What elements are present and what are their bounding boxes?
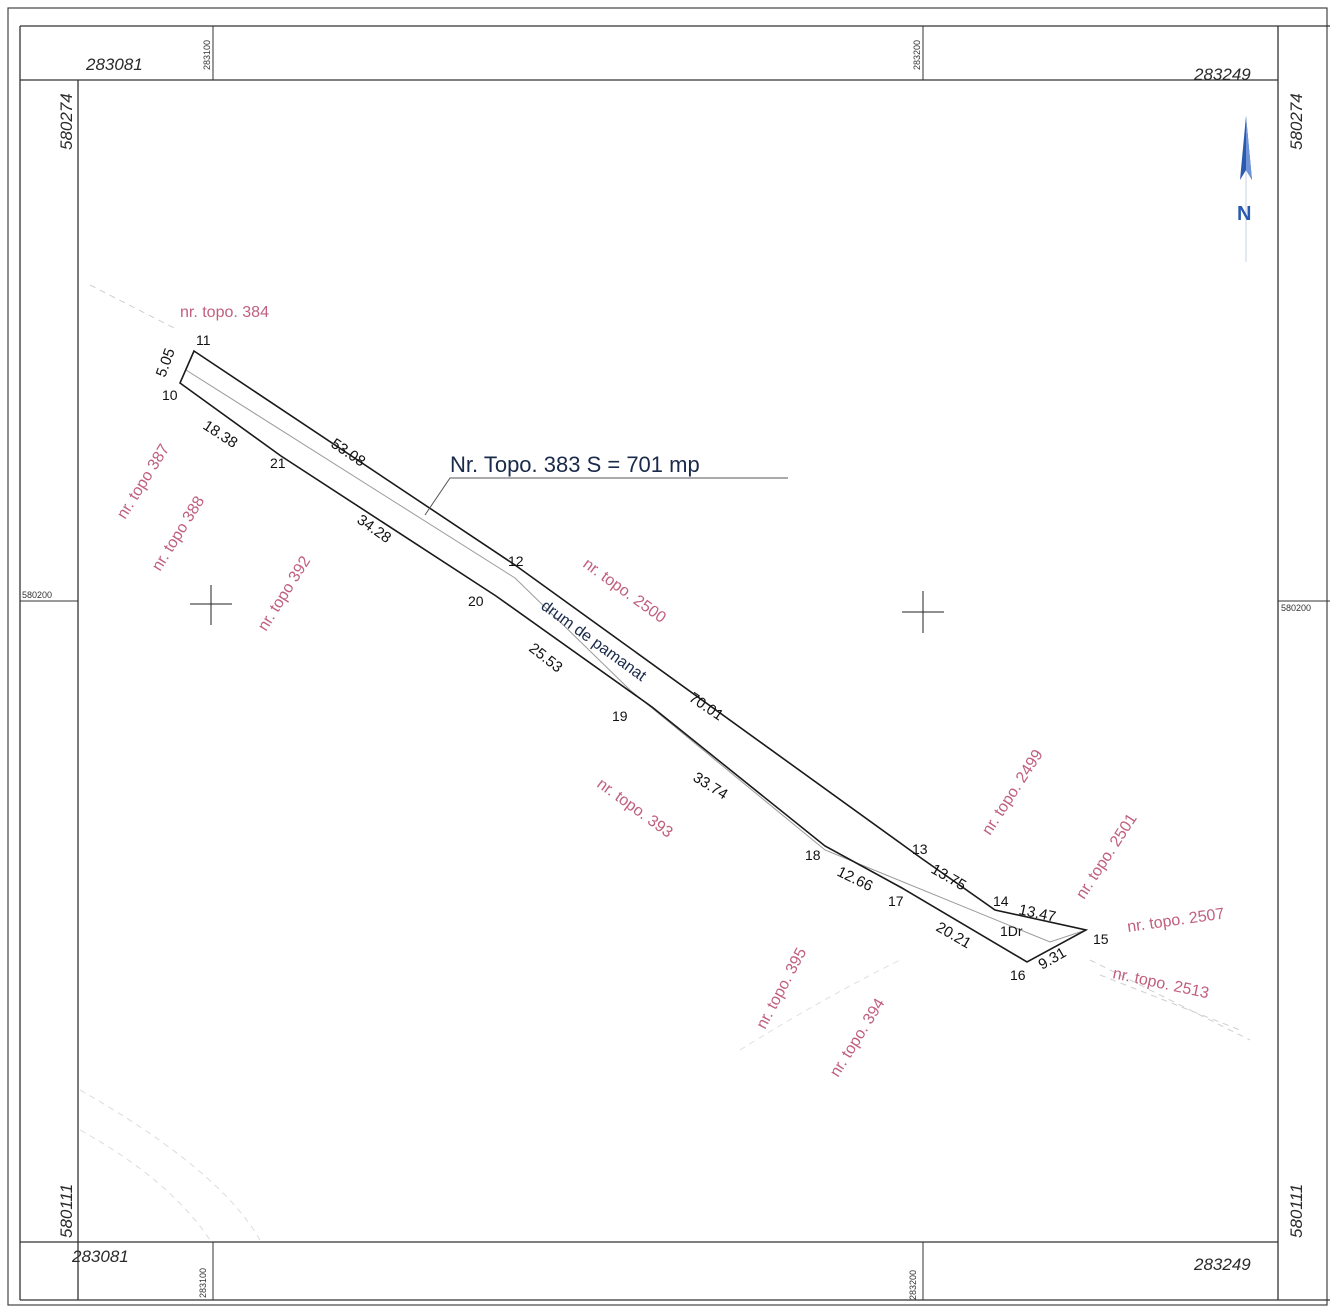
coord-y-bottom-left: 580111 xyxy=(57,1184,76,1238)
tick-label-y200-left: 580200 xyxy=(22,590,52,600)
point-labels: 10 11 12 13 14 15 16 17 18 19 20 21 xyxy=(162,332,1109,983)
neighbor-2500: nr. topo. 2500 xyxy=(580,555,669,626)
neighbor-393: nr. topo. 393 xyxy=(594,775,676,841)
distance-15-16: 9.31 xyxy=(1036,944,1070,973)
neighbor-394: nr. topo. 394 xyxy=(827,996,889,1081)
map-frame xyxy=(19,25,1330,1301)
north-label: N xyxy=(1237,203,1251,225)
tick-label-x100-bottom: 283100 xyxy=(198,1268,208,1298)
distance-14-15: 13.47 xyxy=(1017,901,1057,925)
coord-x-right-bottom: 283249 xyxy=(1193,1255,1251,1274)
distance-10-11: 5.05 xyxy=(153,346,179,379)
point-10: 10 xyxy=(162,387,178,403)
tick-label-x200-top: 283200 xyxy=(912,40,922,70)
distance-16-17: 20.21 xyxy=(933,919,974,952)
tick-label-x200-bottom: 283200 xyxy=(908,1270,918,1300)
distance-18-19: 33.74 xyxy=(690,769,731,803)
neighbor-395: nr. topo. 395 xyxy=(754,945,811,1032)
point-21: 21 xyxy=(270,455,286,471)
parcel-boundary xyxy=(179,349,1089,963)
tick-label-y200-right: 580200 xyxy=(1281,603,1311,613)
coord-x-left-top: 283081 xyxy=(85,55,143,74)
page-border xyxy=(7,7,1328,1306)
neighbor-388: nr. topo 388 xyxy=(149,493,208,574)
neighbor-2507: nr. topo. 2507 xyxy=(1126,905,1225,935)
neighbor-2499: nr. topo. 2499 xyxy=(979,747,1047,838)
tick-label-x100-top: 283100 xyxy=(202,40,212,70)
subparcel-label: 1Dr xyxy=(1000,923,1023,939)
distance-11-12: 53.08 xyxy=(328,435,369,470)
coord-x-right-top: 283249 xyxy=(1193,65,1251,84)
neighbor-2501: nr. topo. 2501 xyxy=(1073,811,1141,902)
coord-x-left-bottom: 283081 xyxy=(71,1247,129,1266)
point-18: 18 xyxy=(805,847,821,863)
point-13: 13 xyxy=(912,841,928,857)
point-15: 15 xyxy=(1093,931,1109,947)
grid-cross-right xyxy=(902,591,944,633)
grid-cross-left xyxy=(190,585,232,625)
road-centerline xyxy=(185,369,1087,943)
distance-19-20: 25.53 xyxy=(526,640,566,677)
distance-13-14: 13.75 xyxy=(928,861,969,894)
north-arrow-icon: N xyxy=(1237,116,1252,262)
parcel-title: Nr. Topo. 383 S = 701 mp xyxy=(450,452,700,477)
title-leader-line xyxy=(424,477,788,516)
point-11: 11 xyxy=(196,332,211,348)
coord-y-bottom-right: 580111 xyxy=(1287,1184,1306,1238)
neighbor-384: nr. topo. 384 xyxy=(180,304,269,321)
coord-y-top-left: 580274 xyxy=(57,93,76,150)
point-16: 16 xyxy=(1010,967,1026,983)
neighbor-2513: nr. topo. 2513 xyxy=(1111,965,1210,1002)
frame-ticks xyxy=(20,26,1330,1300)
background-traces xyxy=(79,284,1251,1241)
point-12: 12 xyxy=(508,553,524,569)
point-20: 20 xyxy=(468,593,484,609)
point-14: 14 xyxy=(993,893,1009,909)
point-19: 19 xyxy=(612,708,628,724)
coord-y-top-right: 580274 xyxy=(1287,93,1306,150)
neighbor-387: nr. topo 387 xyxy=(114,441,173,522)
point-17: 17 xyxy=(888,893,904,909)
distance-12-13: 70.01 xyxy=(686,689,727,724)
neighbor-392: nr. topo 392 xyxy=(255,553,314,634)
